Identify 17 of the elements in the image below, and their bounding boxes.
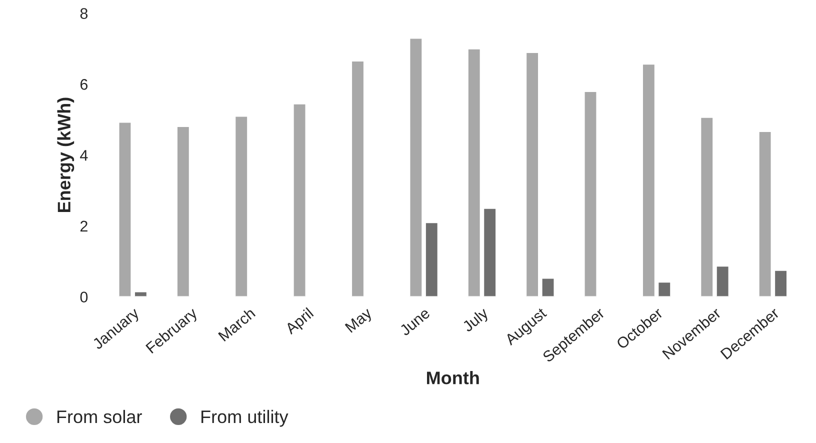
legend-label: From utility (202, 410, 288, 427)
y-tick-label: 2 (80, 220, 88, 232)
bar (292, 102, 307, 297)
bar (350, 60, 365, 297)
y-tick-label: 4 (80, 150, 88, 161)
y-tick-label: 8 (80, 8, 88, 19)
bar (176, 126, 190, 297)
x-tick-label: June (398, 307, 430, 336)
bar (234, 115, 248, 297)
y-axis-title: Energy (kWh) (57, 98, 74, 212)
x-tick-label: July (461, 306, 492, 335)
bar (583, 90, 598, 297)
y-tick-label: 0 (80, 292, 88, 302)
x-tick-label: May (344, 306, 375, 336)
y-tick-label: 6 (80, 79, 88, 90)
legend-label: From solar (57, 410, 142, 424)
x-axis-title: Month (427, 371, 479, 384)
